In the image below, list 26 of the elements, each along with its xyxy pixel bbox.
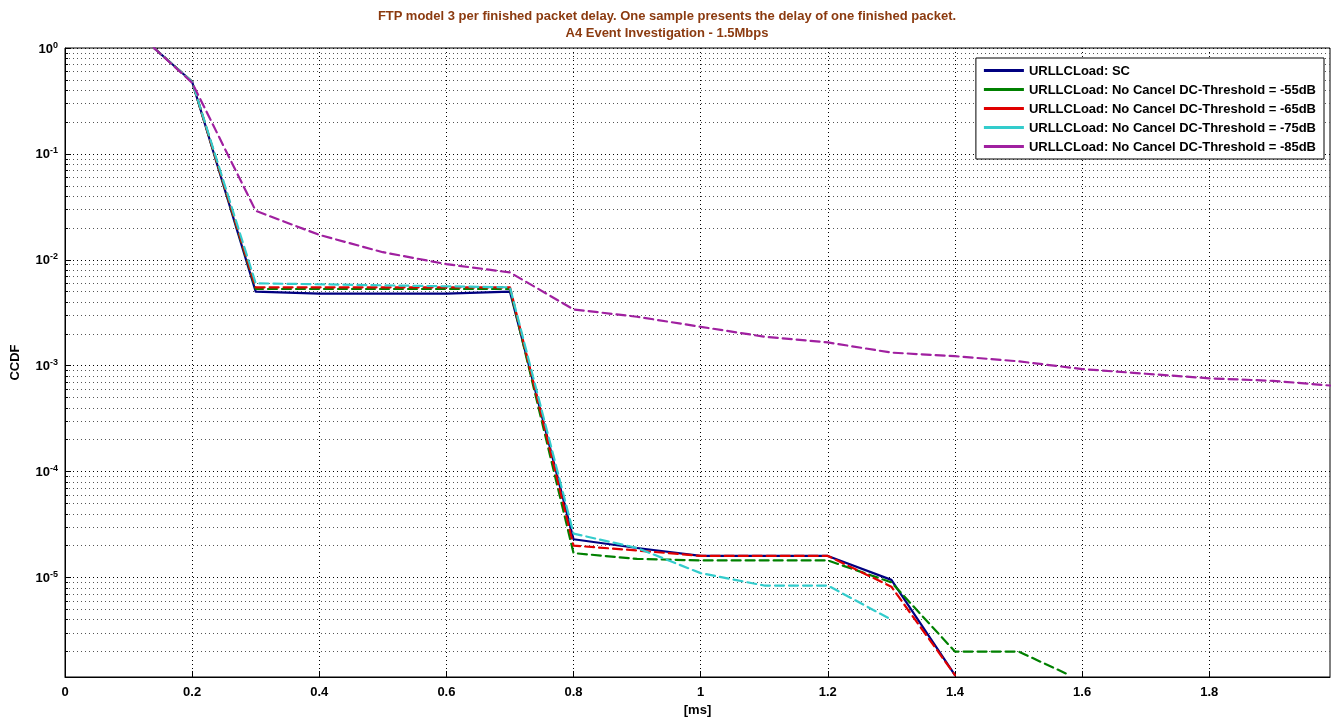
legend-label: URLLCLoad: No Cancel DC-Threshold = -75dB (1028, 120, 1317, 135)
chart-title: FTP model 3 per finished packet delay. One sample presents the delay of one finished packet. (377, 8, 957, 23)
y-tick-label: 10$^{-5}$ (35, 569, 58, 586)
legend-label: URLLCLoad: SC (1028, 63, 1131, 78)
line-series (152, 46, 1332, 387)
x-tick-label: 0.6 (437, 684, 456, 699)
y-tick-label: 10$^{0}$ (38, 39, 58, 56)
x-tick-label: 0 (61, 684, 69, 699)
x-axis-title: [ms] (683, 702, 712, 717)
x-tick-label: 1.4 (945, 684, 965, 699)
legend-label: URLLCLoad: No Cancel DC-Threshold = -55dB (1028, 82, 1317, 97)
x-tick-label: 1 (697, 684, 705, 699)
x-tick-label: 1.2 (818, 684, 837, 699)
y-tick-label: 10$^{-3}$ (35, 357, 58, 374)
legend-label: URLLCLoad: No Cancel DC-Threshold = -65dB (1028, 101, 1317, 116)
x-tick-label: 1.6 (1073, 684, 1092, 699)
y-tick-label: 10$^{-1}$ (35, 145, 58, 162)
x-tick-label: 1.8 (1200, 684, 1219, 699)
x-tick-label: 0.8 (564, 684, 583, 699)
x-tick-label: 0.4 (310, 684, 330, 699)
y-axis-title: CCDF (7, 344, 22, 381)
chart-subtitle: A4 Event Investigation - 1.5Mbps (565, 25, 769, 40)
y-tick-label: 10$^{-4}$ (35, 463, 58, 480)
y-tick-label: 10$^{-2}$ (35, 251, 58, 268)
x-tick-label: 0.2 (183, 684, 202, 699)
legend-label: URLLCLoad: No Cancel DC-Threshold = -85dB (1028, 139, 1317, 154)
